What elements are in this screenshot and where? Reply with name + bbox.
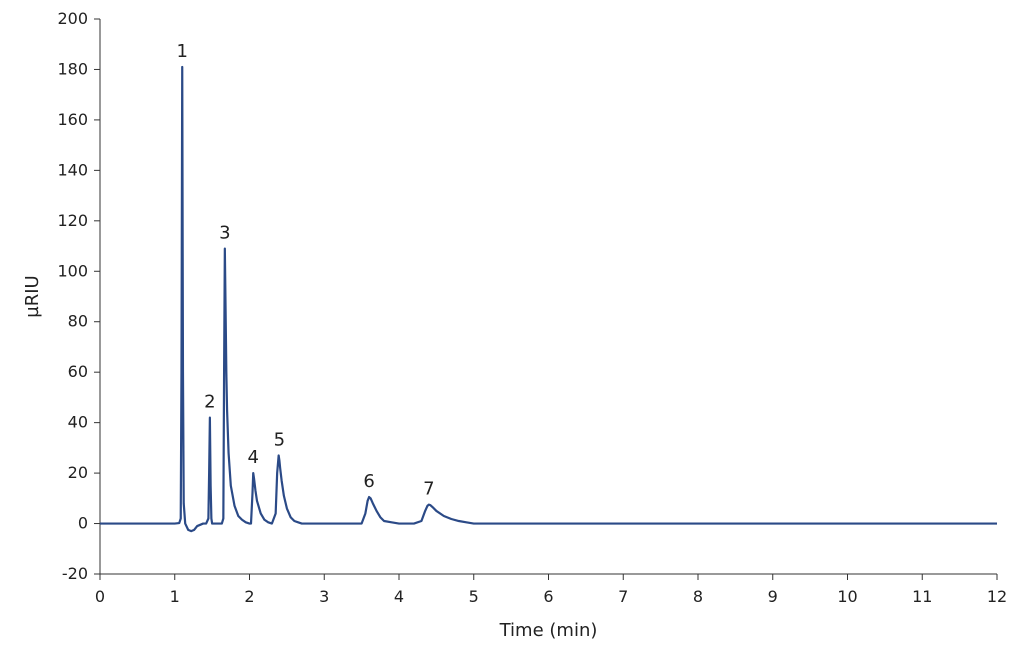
x-tick-label: 1 (170, 587, 180, 606)
x-tick-label: 0 (95, 587, 105, 606)
y-tick-label: 160 (57, 110, 88, 129)
x-tick-label: 10 (837, 587, 857, 606)
peak-label-2: 2 (204, 392, 215, 413)
y-tick-label: 100 (57, 261, 88, 280)
y-tick-label: 120 (57, 211, 88, 230)
y-tick-label: 40 (68, 413, 88, 432)
peak-label-5: 5 (274, 429, 285, 450)
peak-label-3: 3 (219, 223, 230, 244)
y-tick-label: 180 (57, 59, 88, 78)
peak-label-7: 7 (423, 479, 434, 500)
peak-label-1: 1 (176, 41, 187, 62)
y-tick-label: 140 (57, 160, 88, 179)
x-tick-label: 12 (987, 587, 1007, 606)
y-tick-label: 20 (68, 463, 88, 482)
y-tick-label: 80 (68, 312, 88, 331)
x-tick-label: 5 (469, 587, 479, 606)
y-axis: -20 0 20 40 60 80 100 120 140 160 180 200 (57, 9, 101, 583)
y-tick-label: -20 (62, 564, 88, 583)
x-tick-label: 7 (618, 587, 628, 606)
series-line (100, 65, 997, 533)
x-tick-label: 3 (319, 587, 329, 606)
x-axis-title: Time (min) (499, 620, 598, 641)
y-tick-label: 60 (68, 362, 88, 381)
x-tick-label: 6 (543, 587, 553, 606)
x-tick-label: 11 (912, 587, 932, 606)
y-tick-label: 200 (57, 9, 88, 28)
peak-annotations: 1 2 3 45 6 7 (176, 41, 434, 500)
y-axis-title: µRIU (22, 275, 43, 317)
x-axis: 0 1 2 3 4 5 6 7 8 9 10 11 12 (95, 573, 1007, 606)
peak-label-4: 4 (248, 447, 259, 468)
y-tick-label: 0 (78, 514, 88, 533)
x-tick-label: 2 (244, 587, 254, 606)
peak-label-6: 6 (363, 471, 374, 492)
x-tick-label: 4 (394, 587, 404, 606)
x-tick-label: 9 (768, 587, 778, 606)
x-tick-label: 8 (693, 587, 703, 606)
